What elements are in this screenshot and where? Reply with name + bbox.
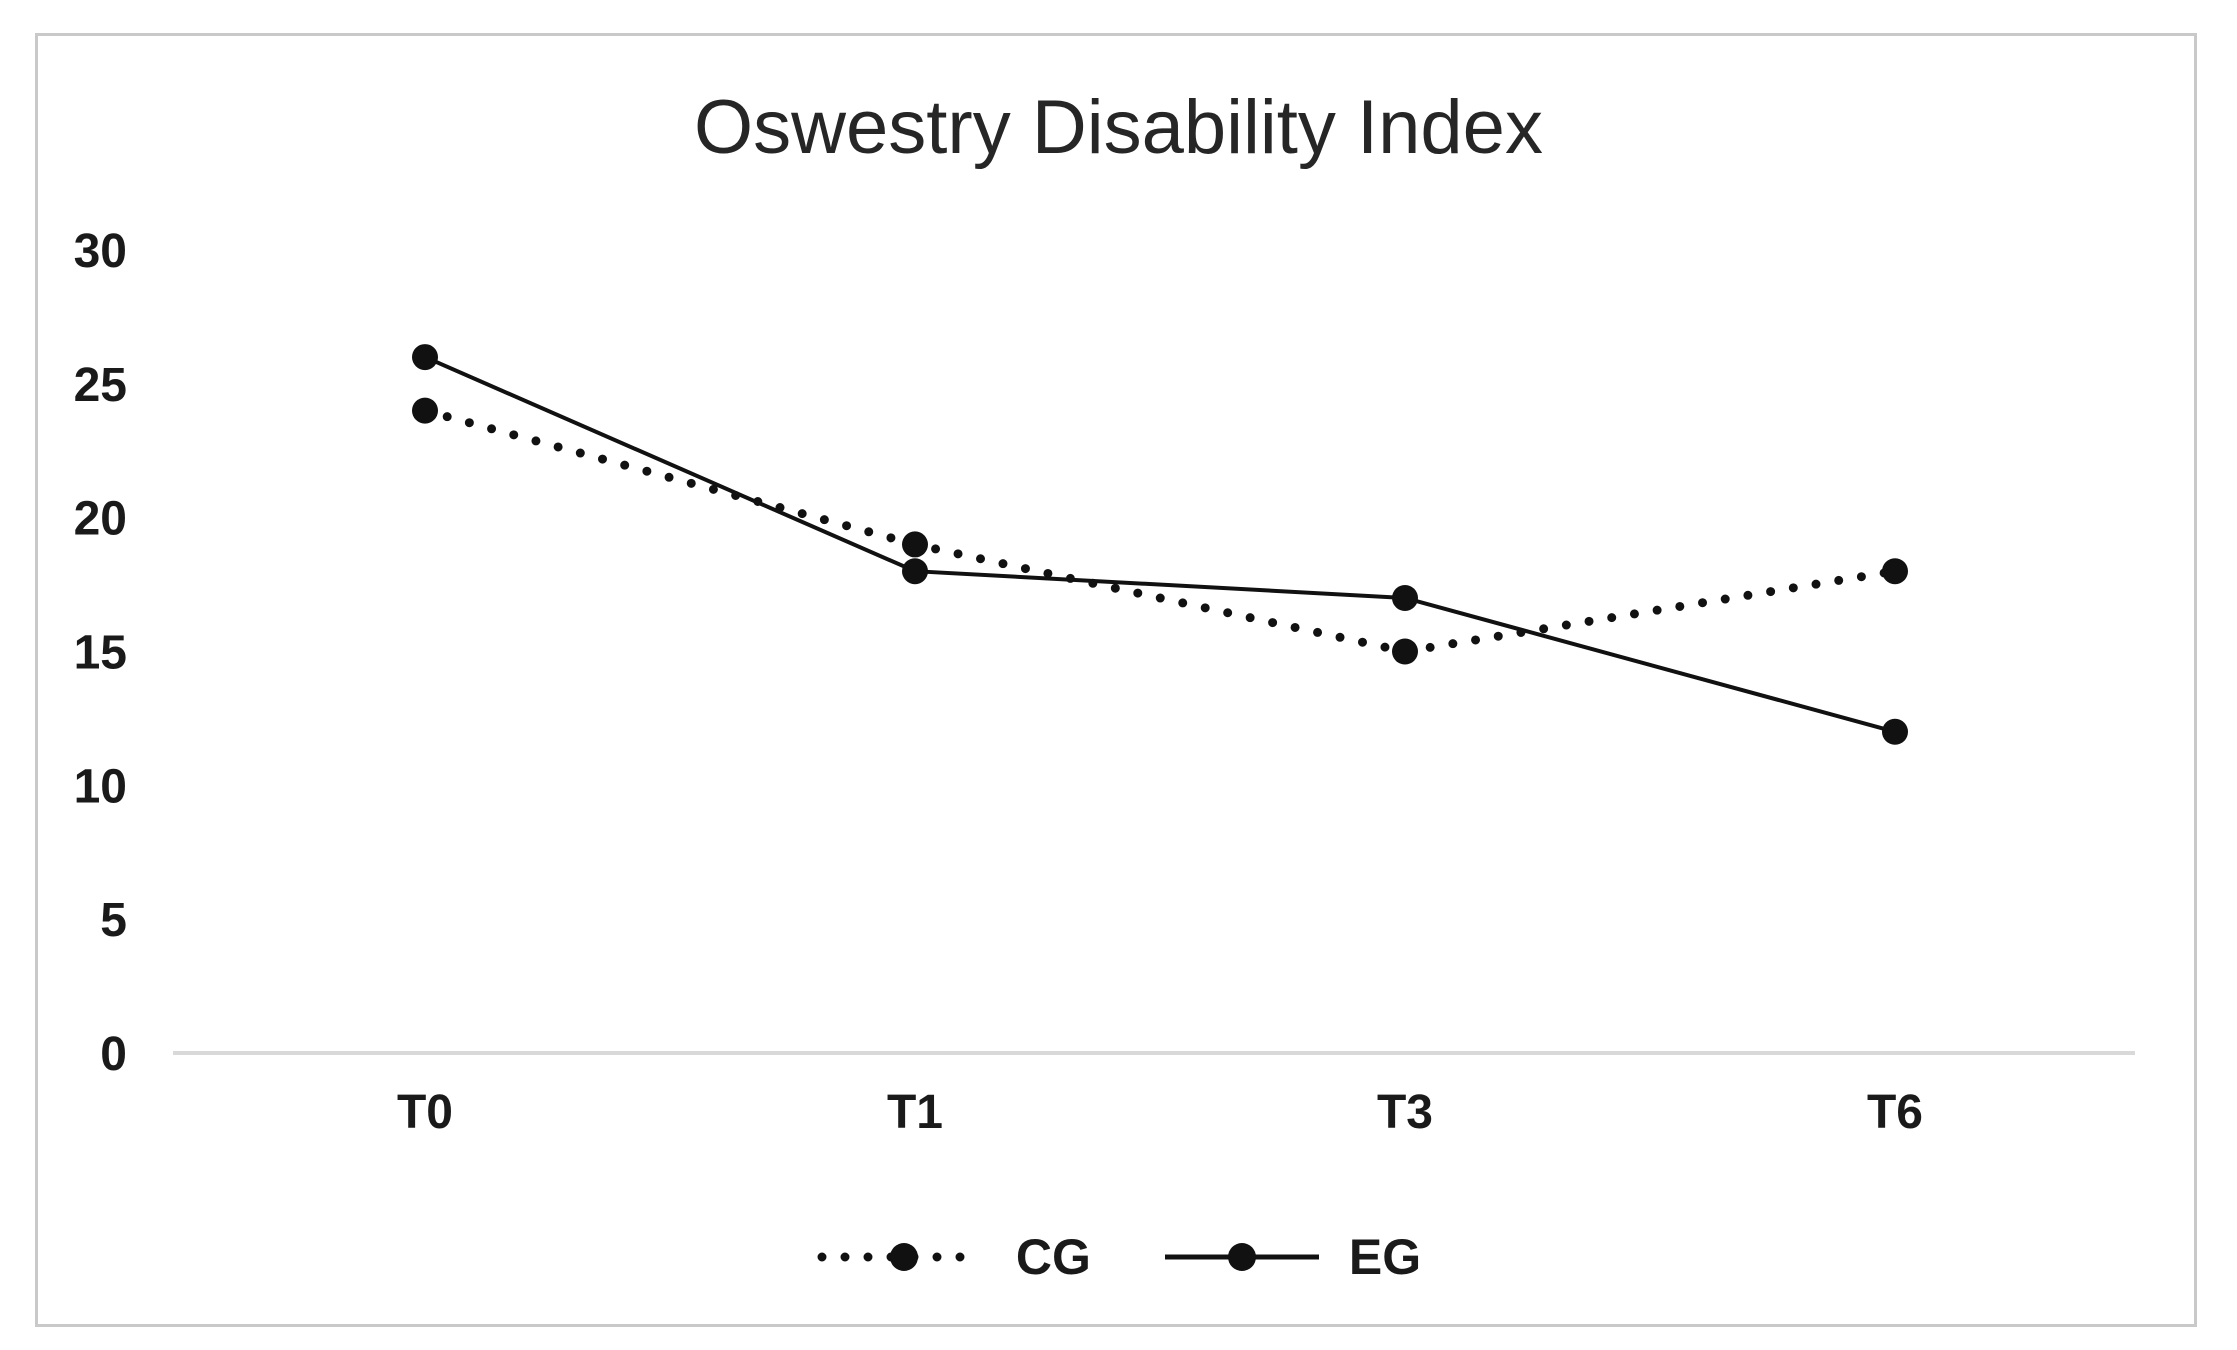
chart-title: Oswestry Disability Index: [694, 85, 1543, 170]
y-axis-tick-label: 0: [100, 1028, 127, 1081]
eg-data-point-marker: [412, 344, 438, 371]
chart-legend: CG EG: [0, 1212, 2237, 1302]
legend-label-cg: CG: [1015, 1229, 1091, 1285]
cg-data-point-marker: [1882, 558, 1908, 585]
y-axis-tick-label: 15: [74, 627, 127, 680]
legend-item-eg: EG: [1163, 1228, 1421, 1286]
y-axis-tick-label: 5: [100, 894, 127, 947]
chart-frame: [35, 33, 2197, 1327]
y-axis-tick-label: 20: [74, 493, 127, 546]
eg-data-point-marker: [1392, 584, 1418, 611]
legend-item-cg: CG: [816, 1228, 1091, 1286]
cg-data-point-marker: [412, 397, 438, 424]
x-axis-tick-label: T0: [397, 1086, 453, 1139]
cg-data-point-marker: [902, 531, 928, 558]
y-axis-tick-label: 10: [74, 760, 127, 813]
eg-data-point-marker: [1882, 718, 1908, 745]
eg-series-line: [424, 355, 1896, 734]
x-axis-tick-label: T3: [1377, 1086, 1433, 1139]
cg-series-line: [420, 406, 1900, 657]
eg-solid-line-icon: [1164, 1243, 1319, 1271]
y-axis-tick-label: 30: [74, 225, 127, 278]
cg-dotted-line-icon: [817, 1243, 987, 1271]
x-axis-tick-label: T1: [887, 1086, 943, 1139]
legend-label-eg: EG: [1348, 1229, 1422, 1285]
cg-data-point-marker: [1392, 638, 1418, 665]
eg-data-point-marker: [902, 558, 928, 585]
y-axis-tick-label: 25: [74, 359, 127, 412]
x-axis-tick-label: T6: [1867, 1086, 1923, 1139]
